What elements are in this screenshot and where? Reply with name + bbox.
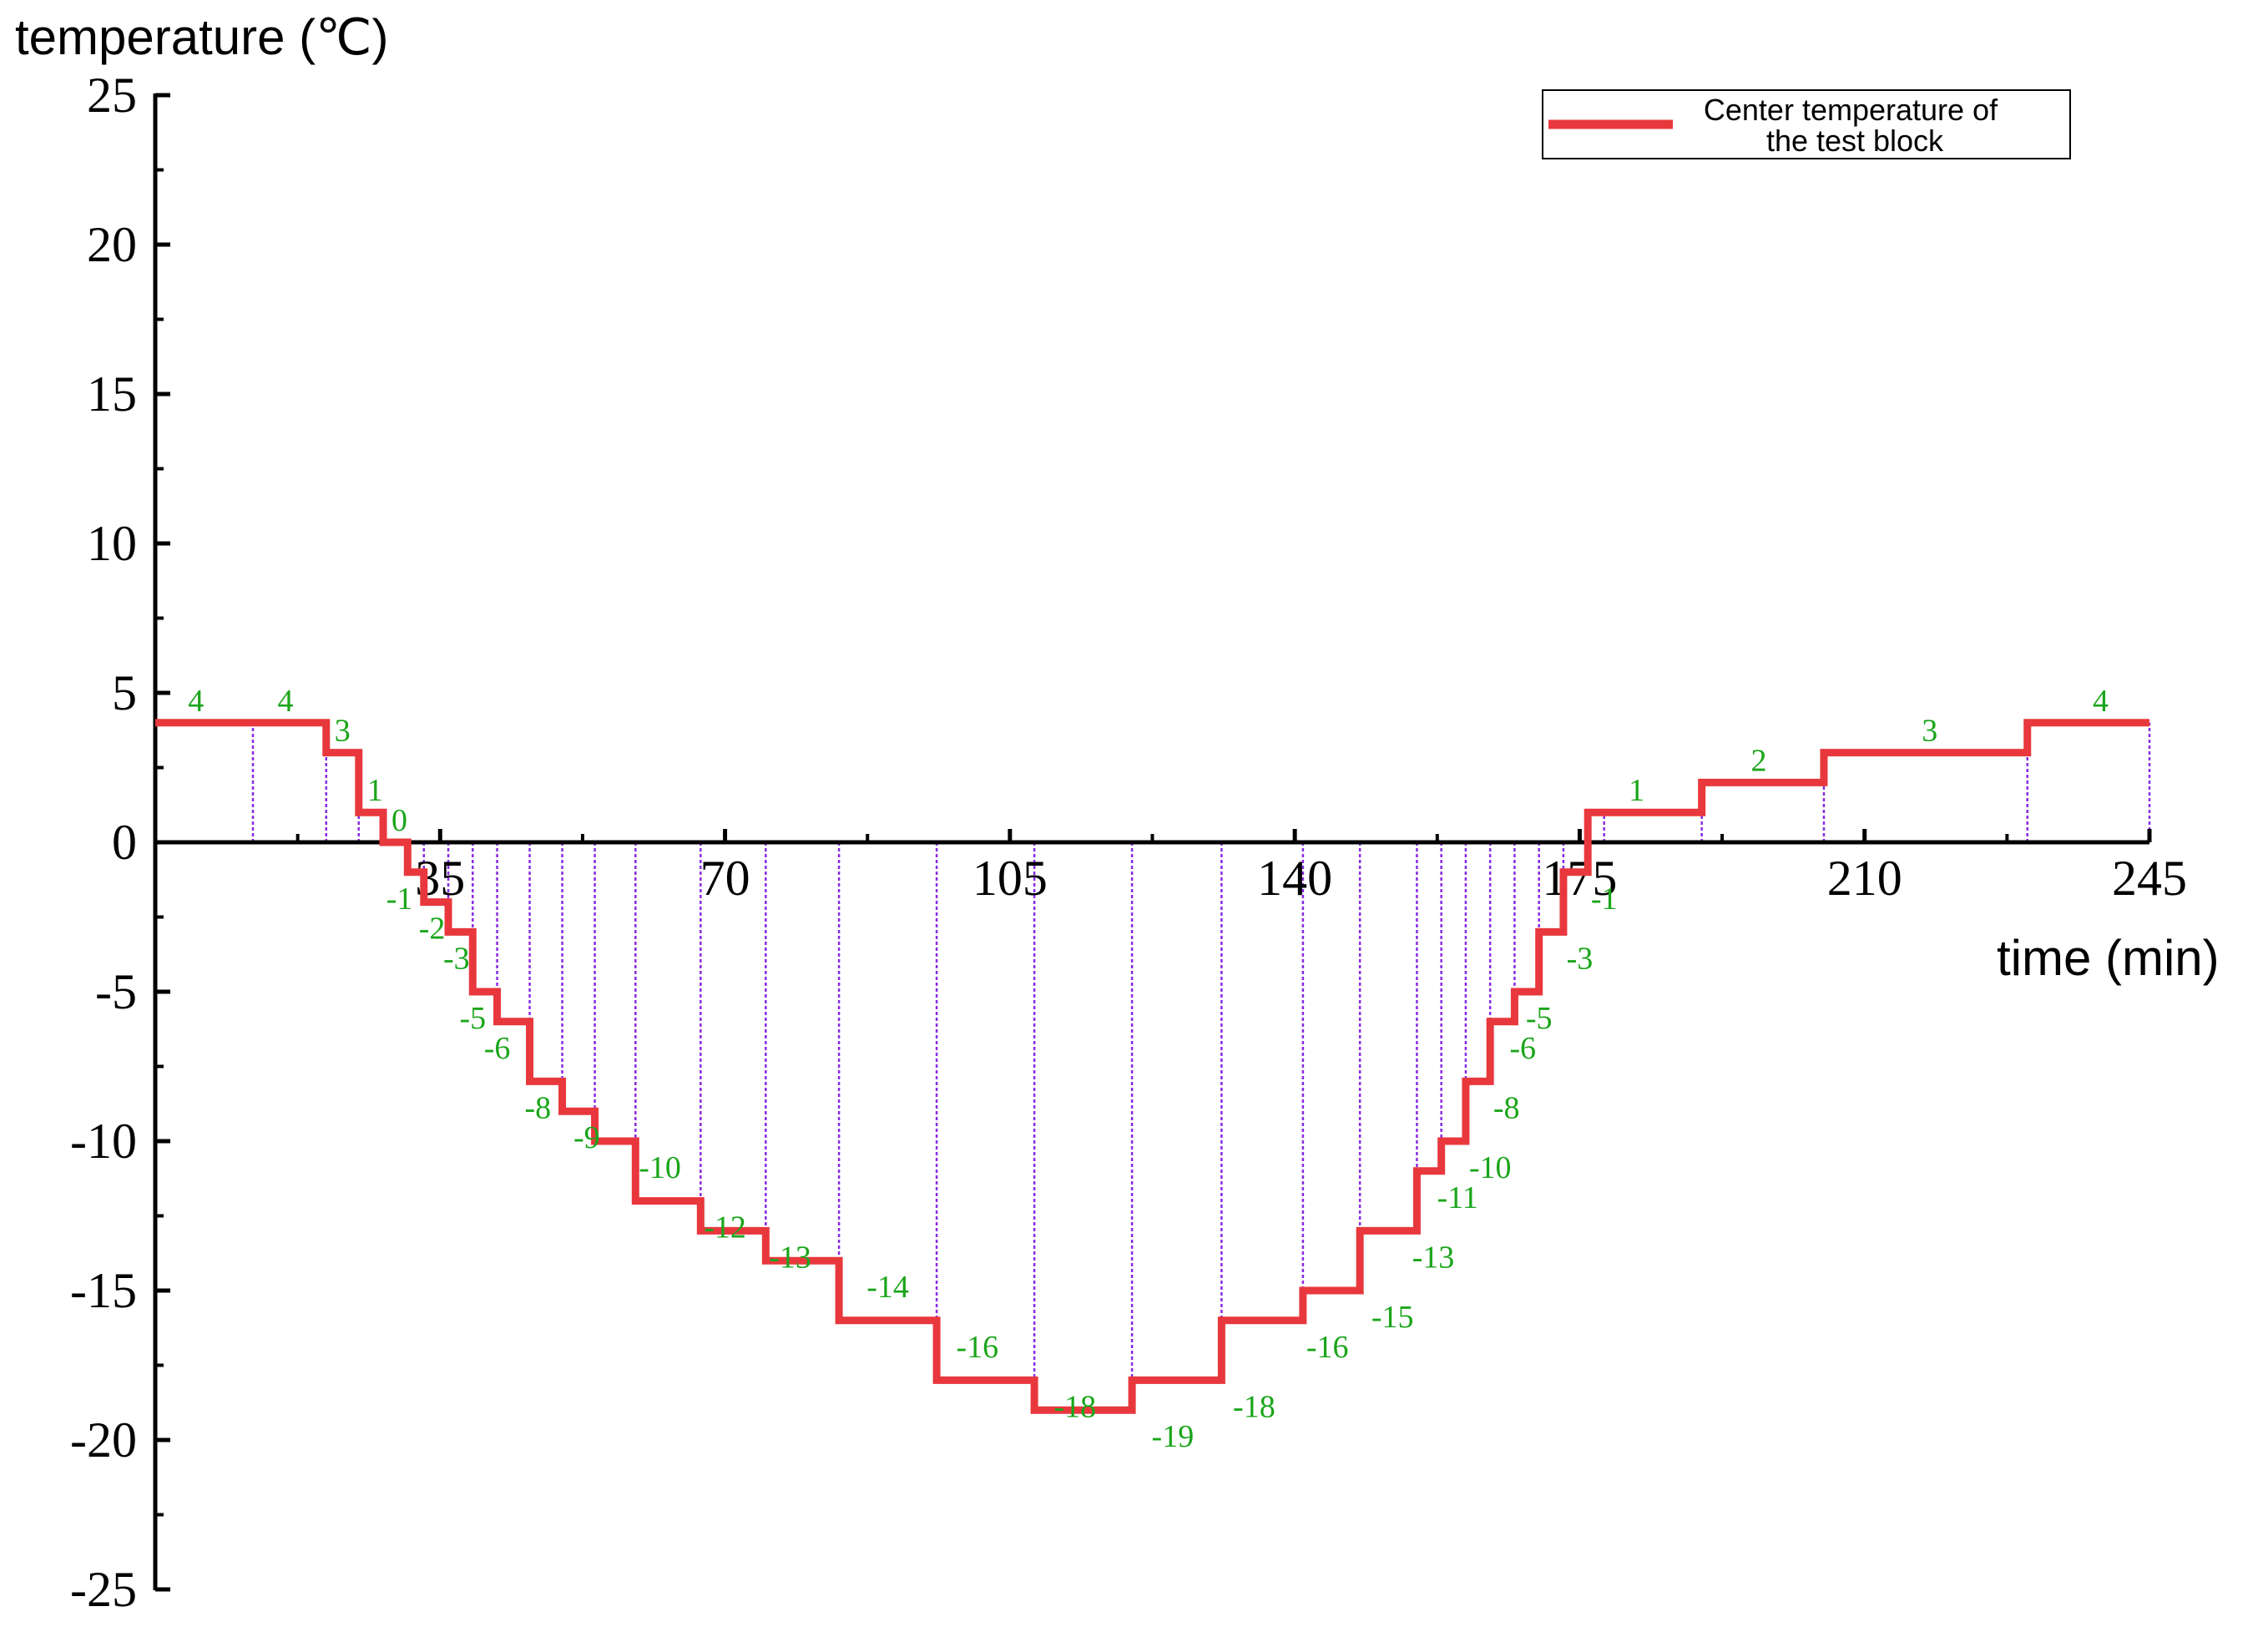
data-label-30: 1 [1629,773,1644,808]
data-label-23: -11 [1437,1180,1478,1215]
legend-label: Center temperature of the test block [1704,93,2006,158]
y-tick-label-6: -5 [95,964,137,1019]
data-label-7: -3 [443,941,470,976]
data-label-15: -14 [866,1270,909,1305]
x-tick-label-6: 245 [2112,851,2187,906]
data-label-10: -8 [524,1090,551,1125]
y-tick-label-9: -20 [70,1412,137,1468]
data-label-3: 1 [367,773,383,808]
data-label-31: 2 [1750,743,1766,778]
data-label-28: -3 [1567,941,1594,976]
data-label-17: -18 [1054,1389,1097,1424]
y-tick-label-1: 20 [87,217,137,272]
x-tick-label-3: 140 [1257,851,1332,906]
data-label-18: -19 [1152,1419,1195,1454]
data-label-29: -1 [1591,882,1618,917]
segment-guides [154,722,2151,1411]
data-label-1: 4 [278,684,294,719]
data-label-4: 0 [391,803,407,838]
x-tick-label-2: 105 [972,851,1048,906]
data-label-22: -13 [1412,1240,1455,1275]
data-label-6: -2 [419,912,446,947]
data-label-0: 4 [188,684,204,719]
series-line-0 [155,719,2149,1414]
data-label-19: -18 [1233,1389,1275,1424]
y-axis-label: temperature (℃) [15,9,389,65]
x-tick-label-1: 70 [700,851,750,906]
data-label-11: -9 [573,1120,600,1155]
y-tick-label-2: 15 [87,366,137,422]
legend: Center temperature of the test block [1542,89,2071,159]
data-label-5: -1 [386,882,413,917]
x-tick-label-5: 210 [1827,851,1902,906]
data-label-2: 3 [335,714,351,749]
data-label-26: -6 [1509,1031,1536,1066]
data-label-12: -10 [639,1150,681,1185]
y-tick-label-3: 10 [87,516,137,571]
y-tick-label-0: 25 [87,68,137,123]
y-tick-label-7: -10 [70,1114,137,1169]
data-label-9: -6 [484,1031,511,1066]
data-label-33: 4 [2093,684,2109,719]
data-label-14: -13 [769,1240,811,1275]
data-label-21: -15 [1371,1300,1414,1335]
y-tick-label-5: 0 [112,815,137,870]
y-tick-label-10: -25 [70,1562,137,1617]
x-tick-label-4: 175 [1542,851,1617,906]
data-labels: 4 4310-1-2-3-5-6-8-9-10-12-13-14-16-18-19… [188,684,2109,1454]
data-label-25: -8 [1493,1090,1520,1125]
series [155,719,2149,1414]
y-tick-label-8: -15 [70,1263,137,1318]
data-label-8: -5 [459,1001,486,1036]
y-tick-label-4: 5 [112,665,137,720]
x-axis-label: time (min) [1997,930,2220,986]
data-label-20: -16 [1306,1330,1349,1365]
data-label-13: -12 [704,1210,746,1245]
data-label-24: -10 [1469,1150,1512,1185]
data-label-32: 3 [1922,714,1937,749]
data-label-16: -16 [957,1330,999,1365]
data-label-27: -5 [1526,1001,1553,1036]
